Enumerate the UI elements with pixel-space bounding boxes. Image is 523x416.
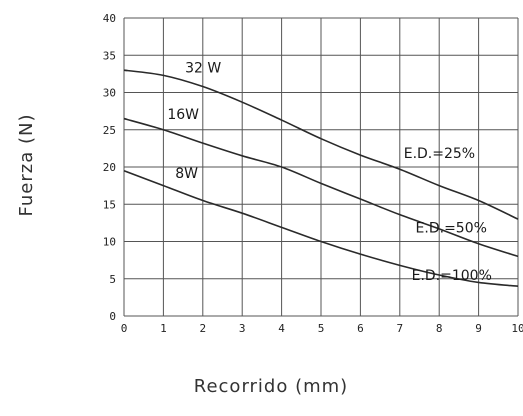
- series-line-2: [123, 117, 519, 258]
- x-axis-title: Recorrido (mm): [194, 376, 348, 397]
- x-tick-1: 1: [160, 322, 167, 335]
- y-tick-35: 35: [103, 49, 116, 62]
- x-tick-10: 10: [511, 322, 523, 335]
- duty-label-2: E.D.=50%: [416, 220, 487, 236]
- x-tick-0: 0: [121, 322, 128, 335]
- power-label-2: 16W: [167, 107, 199, 123]
- y-tick-10: 10: [103, 236, 116, 249]
- x-tick-9: 9: [475, 322, 482, 335]
- series-line-3: [123, 169, 519, 287]
- y-tick-15: 15: [103, 198, 116, 211]
- y-tick-labels: 0 5 10 15 20 25 30 35 40: [103, 12, 116, 323]
- y-tick-30: 30: [103, 87, 116, 100]
- y-tick-40: 40: [103, 12, 116, 25]
- duty-label-3: E.D.=100%: [412, 268, 492, 284]
- power-label-3: 8W: [175, 166, 198, 182]
- y-tick-20: 20: [103, 161, 116, 174]
- power-label-1: 32 W: [185, 61, 221, 77]
- x-tick-3: 3: [239, 322, 246, 335]
- x-tick-labels: 0 1 2 3 4 5 6 7 8 9 10: [121, 322, 523, 335]
- y-tick-0: 0: [109, 310, 116, 323]
- series-line-1: [123, 69, 519, 220]
- y-tick-25: 25: [103, 124, 116, 137]
- x-tick-4: 4: [278, 322, 285, 335]
- x-tick-5: 5: [318, 322, 325, 335]
- series-labels: 32 W E.D.=25% 16W E.D.=50% 8W E.D.=100%: [167, 61, 492, 285]
- x-tick-6: 6: [357, 322, 364, 335]
- series-lines: [123, 69, 519, 287]
- y-axis-title: Fuerza (N): [16, 114, 37, 217]
- x-tick-8: 8: [436, 322, 443, 335]
- duty-label-1: E.D.=25%: [404, 146, 475, 162]
- x-tick-2: 2: [199, 322, 206, 335]
- y-tick-5: 5: [109, 273, 116, 286]
- x-tick-7: 7: [396, 322, 403, 335]
